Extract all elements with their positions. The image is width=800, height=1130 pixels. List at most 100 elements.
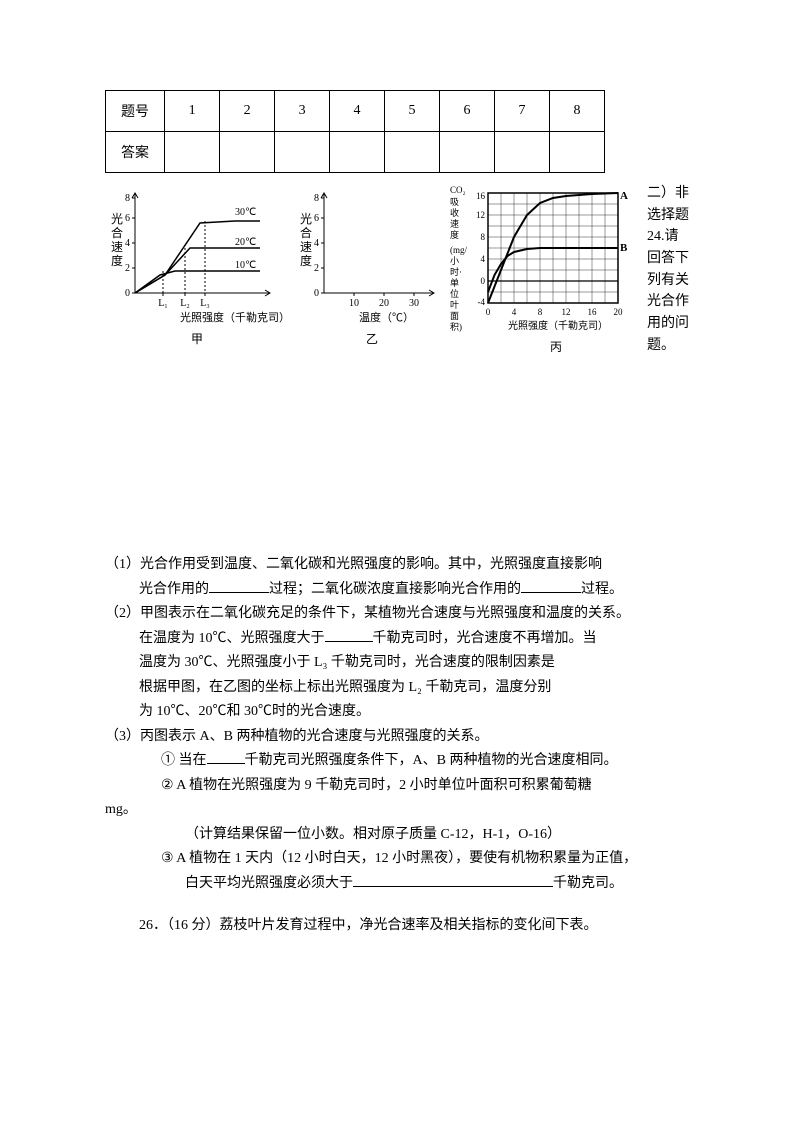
svg-text:温度（℃）: 温度（℃）: [359, 310, 414, 324]
svg-text:8: 8: [481, 232, 486, 242]
row-header-1: 题号: [106, 91, 165, 132]
svg-text:乙: 乙: [366, 332, 378, 346]
chart-yi: 0 2 4 6 8 10 20 30 温度（℃） 光 合 速 度 乙: [294, 183, 444, 363]
svg-text:8: 8: [538, 307, 543, 317]
answer-table: 题号 1 2 3 4 5 6 7 8 答案: [105, 90, 605, 173]
svg-text:合: 合: [111, 225, 123, 240]
svg-text:速: 速: [300, 240, 312, 254]
svg-text:L₃: L₃: [200, 298, 210, 309]
row-header-2: 答案: [106, 132, 165, 173]
svg-text:2: 2: [125, 263, 130, 274]
q2-line3: 温度为 30℃、光照强度小于 L₃ 千勒克司时，光合速度的限制因素是: [105, 651, 705, 676]
blank-3[interactable]: [325, 627, 373, 642]
question-block: （1）光合作用受到温度、二氧化碳和光照强度的影响。其中，光照强度直接影响 光合作…: [105, 553, 705, 939]
svg-text:积): 积): [450, 321, 462, 332]
svg-text:时·: 时·: [450, 266, 462, 277]
svg-text:收: 收: [450, 207, 459, 218]
svg-text:度: 度: [300, 253, 312, 268]
svg-text:30: 30: [409, 298, 419, 309]
svg-text:0: 0: [314, 288, 319, 299]
svg-text:吸: 吸: [450, 197, 459, 207]
svg-text:B: B: [620, 242, 628, 254]
q3-sub1: ① 当在千勒克司光照强度条件下，A、B 两种植物的光合速度相同。: [105, 749, 705, 774]
svg-text:甲: 甲: [191, 332, 203, 346]
svg-text:面: 面: [450, 311, 459, 321]
chart-bing: CO₂ 吸收速度 (mg/小时· 单位叶面积): [448, 183, 643, 363]
svg-text:10℃: 10℃: [235, 260, 256, 271]
q3-note: （计算结果保留一位小数。相对原子质量 C-12，H-1，O-16）: [105, 823, 705, 848]
svg-text:度: 度: [450, 229, 459, 240]
svg-text:2: 2: [314, 263, 319, 274]
svg-text:度: 度: [111, 253, 123, 268]
svg-text:12: 12: [562, 307, 571, 317]
q3-line1: （3）丙图表示 A、B 两种植物的光合速度与光照强度的关系。: [105, 725, 705, 750]
q26: 26．（16 分）荔枝叶片发育过程中，净光合速率及相关指标的变化间下表。: [105, 914, 705, 939]
col-5: 5: [385, 91, 440, 132]
svg-text:合: 合: [300, 225, 312, 240]
q3-sub3b: 白天平均光照强度必须大于千勒克司。: [105, 872, 705, 897]
svg-text:光照强度（千勒克司）: 光照强度（千勒克司）: [508, 319, 608, 332]
svg-text:0: 0: [125, 288, 130, 299]
q3-sub3a: ③ A 植物在 1 天内（12 小时白天，12 小时黑夜），要使有机物积累量为正…: [105, 847, 705, 872]
figure-row: 0 2 4 6 8 L₁ L₂ L₃ 30℃ 20℃ 10℃: [105, 183, 705, 363]
q1-line2: 光合作用的过程；二氧化碳浓度直接影响光合作用的过程。: [105, 578, 705, 603]
svg-text:光照强度（千勒克司）: 光照强度（千勒克司）: [180, 310, 290, 324]
svg-text:8: 8: [125, 193, 130, 204]
svg-text:速: 速: [450, 219, 459, 229]
svg-text:16: 16: [476, 191, 486, 201]
col-3: 3: [275, 91, 330, 132]
ans-4[interactable]: [330, 132, 385, 173]
side-text: 二）非 选择题 24.请 回答下 列有关 光合作 用的问 题。: [647, 183, 705, 357]
svg-text:光: 光: [300, 212, 312, 226]
svg-text:16: 16: [588, 307, 598, 317]
col-7: 7: [495, 91, 550, 132]
ans-1[interactable]: [165, 132, 220, 173]
col-8: 8: [550, 91, 605, 132]
q3-sub2: ② A 植物在光照强度为 9 千勒克司时，2 小时单位叶面积可积累葡萄糖: [105, 774, 705, 799]
chart-jia: 0 2 4 6 8 L₁ L₂ L₃ 30℃ 20℃ 10℃: [105, 183, 290, 363]
svg-text:光: 光: [111, 212, 123, 226]
blank-5[interactable]: [353, 872, 553, 887]
svg-text:30℃: 30℃: [235, 207, 256, 218]
col-4: 4: [330, 91, 385, 132]
q1-line1: （1）光合作用受到温度、二氧化碳和光照强度的影响。其中，光照强度直接影响: [105, 553, 705, 578]
svg-text:0: 0: [486, 307, 491, 317]
svg-text:单: 单: [450, 277, 459, 288]
svg-text:20: 20: [379, 298, 389, 309]
blank-2[interactable]: [521, 578, 581, 593]
ans-6[interactable]: [440, 132, 495, 173]
ans-8[interactable]: [550, 132, 605, 173]
blank-4[interactable]: [207, 749, 245, 764]
q2-line5: 为 10℃、20℃和 30℃时的光合速度。: [105, 700, 705, 725]
q3-sub2-unit: mg。: [105, 798, 705, 823]
svg-text:4: 4: [512, 307, 517, 317]
svg-text:8: 8: [314, 193, 319, 204]
col-2: 2: [220, 91, 275, 132]
svg-text:20℃: 20℃: [235, 237, 256, 248]
svg-text:0: 0: [481, 276, 486, 286]
svg-text:叶: 叶: [450, 300, 459, 310]
col-6: 6: [440, 91, 495, 132]
svg-text:4: 4: [314, 238, 319, 249]
ans-7[interactable]: [495, 132, 550, 173]
blank-1[interactable]: [209, 578, 269, 593]
svg-text:速: 速: [111, 240, 123, 254]
svg-text:20: 20: [614, 307, 624, 317]
q2-line1: （2）甲图表示在二氧化碳充足的条件下，某植物光合速度与光照强度和温度的关系。: [105, 602, 705, 627]
col-1: 1: [165, 91, 220, 132]
svg-text:A: A: [620, 190, 628, 202]
svg-text:CO₂: CO₂: [450, 185, 466, 195]
svg-text:(mg/: (mg/: [450, 245, 467, 255]
svg-text:L₂: L₂: [180, 298, 190, 309]
svg-text:12: 12: [476, 210, 485, 220]
ans-2[interactable]: [220, 132, 275, 173]
ans-3[interactable]: [275, 132, 330, 173]
svg-text:4: 4: [125, 238, 130, 249]
ans-5[interactable]: [385, 132, 440, 173]
svg-text:-4: -4: [478, 297, 486, 307]
svg-text:6: 6: [125, 213, 130, 224]
q2-line2: 在温度为 10℃、光照强度大于千勒克司时，光合速度不再增加。当: [105, 627, 705, 652]
svg-text:小: 小: [450, 256, 459, 266]
svg-text:4: 4: [481, 254, 486, 264]
svg-text:丙: 丙: [550, 340, 562, 354]
